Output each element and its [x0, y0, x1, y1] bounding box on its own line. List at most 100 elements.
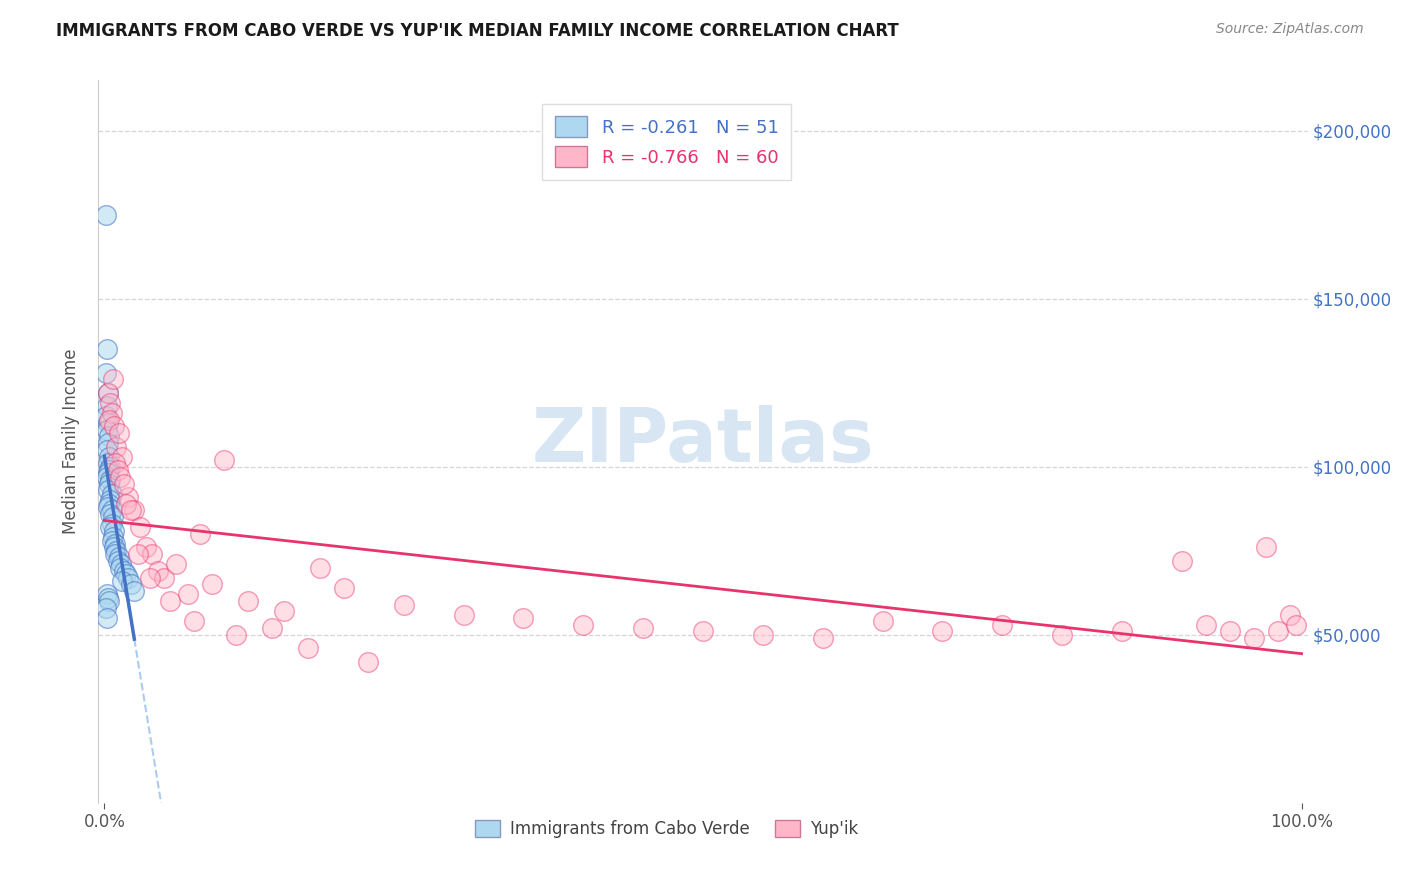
Point — [1243, 631, 1265, 645]
Point — [1278, 607, 1301, 622]
Point — [103, 524, 125, 538]
Point — [100, 486, 122, 500]
Point — [98, 497, 121, 511]
Point — [100, 459, 122, 474]
Point — [512, 611, 534, 625]
Point — [165, 558, 187, 572]
Point — [117, 571, 139, 585]
Point — [105, 543, 128, 558]
Point — [97, 385, 120, 400]
Point — [392, 598, 415, 612]
Point — [98, 463, 121, 477]
Point — [98, 429, 121, 443]
Point — [115, 497, 138, 511]
Point — [141, 547, 163, 561]
Point — [105, 440, 128, 454]
Point — [112, 476, 135, 491]
Legend: Immigrants from Cabo Verde, Yup'ik: Immigrants from Cabo Verde, Yup'ik — [468, 814, 865, 845]
Point — [631, 621, 654, 635]
Point — [96, 470, 118, 484]
Point — [333, 581, 356, 595]
Point — [183, 615, 205, 629]
Text: ZIPatlas: ZIPatlas — [531, 405, 875, 478]
Point — [96, 342, 118, 356]
Point — [225, 628, 247, 642]
Point — [120, 577, 142, 591]
Point — [273, 604, 295, 618]
Point — [98, 450, 121, 464]
Point — [153, 571, 176, 585]
Point — [107, 463, 129, 477]
Point — [159, 594, 181, 608]
Point — [104, 456, 127, 470]
Point — [107, 426, 129, 441]
Point — [1267, 624, 1289, 639]
Point — [135, 541, 157, 555]
Point — [98, 476, 121, 491]
Point — [94, 208, 117, 222]
Point — [104, 537, 127, 551]
Point — [96, 611, 118, 625]
Point — [139, 571, 162, 585]
Point — [104, 547, 127, 561]
Point — [120, 503, 142, 517]
Point — [97, 483, 120, 498]
Point — [236, 594, 259, 608]
Point — [108, 560, 131, 574]
Point — [100, 516, 122, 531]
Point — [752, 628, 775, 642]
Point — [1050, 628, 1073, 642]
Point — [101, 530, 124, 544]
Point — [94, 409, 117, 424]
Point — [124, 584, 146, 599]
Text: IMMIGRANTS FROM CABO VERDE VS YUP'IK MEDIAN FAMILY INCOME CORRELATION CHART: IMMIGRANTS FROM CABO VERDE VS YUP'IK MED… — [56, 22, 898, 40]
Point — [96, 587, 118, 601]
Point — [1219, 624, 1241, 639]
Point — [100, 396, 122, 410]
Point — [96, 442, 118, 457]
Point — [1171, 554, 1194, 568]
Point — [101, 510, 124, 524]
Point — [692, 624, 714, 639]
Point — [97, 436, 120, 450]
Point — [188, 527, 211, 541]
Point — [98, 413, 121, 427]
Point — [1284, 617, 1306, 632]
Point — [100, 503, 122, 517]
Point — [148, 564, 170, 578]
Point — [94, 600, 117, 615]
Point — [129, 520, 152, 534]
Point — [97, 456, 120, 470]
Point — [309, 560, 332, 574]
Point — [97, 500, 120, 514]
Point — [103, 419, 125, 434]
Point — [991, 617, 1014, 632]
Point — [103, 541, 125, 555]
Point — [97, 467, 120, 481]
Point — [811, 631, 834, 645]
Point — [100, 493, 122, 508]
Point — [453, 607, 475, 622]
Point — [96, 423, 118, 437]
Point — [100, 406, 122, 420]
Point — [107, 550, 129, 565]
Point — [100, 507, 122, 521]
Point — [100, 520, 122, 534]
Point — [1111, 624, 1133, 639]
Point — [107, 554, 129, 568]
Point — [94, 366, 117, 380]
Point — [931, 624, 953, 639]
Point — [572, 617, 595, 632]
Point — [101, 372, 124, 386]
Point — [98, 594, 121, 608]
Point — [297, 641, 319, 656]
Point — [111, 574, 134, 588]
Point — [124, 503, 146, 517]
Point — [872, 615, 894, 629]
Point — [1254, 541, 1277, 555]
Point — [97, 385, 120, 400]
Point — [112, 564, 135, 578]
Point — [100, 533, 122, 548]
Point — [108, 470, 131, 484]
Point — [260, 621, 283, 635]
